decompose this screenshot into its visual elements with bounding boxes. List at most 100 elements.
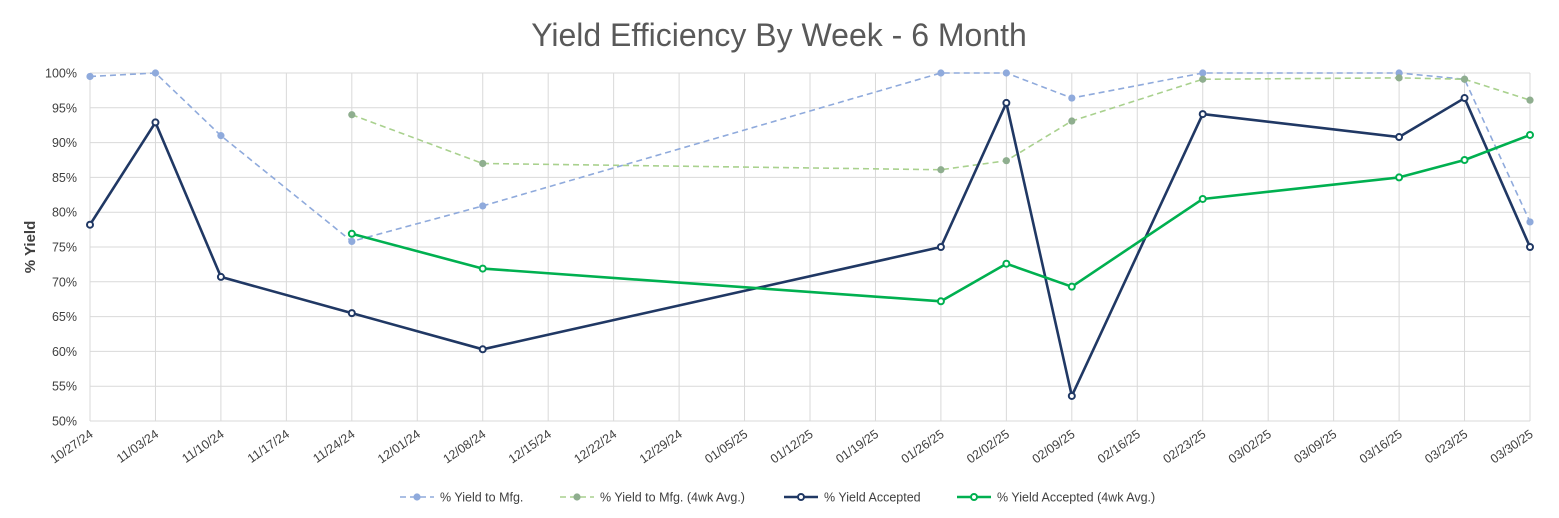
x-tick-label: 01/26/25 (899, 427, 947, 466)
data-point (1067, 391, 1076, 400)
data-point (217, 132, 225, 140)
data-point (1002, 69, 1010, 77)
x-tick-label: 11/03/24 (114, 427, 161, 466)
x-tick-label: 12/29/24 (637, 427, 685, 466)
data-point (348, 111, 356, 119)
data-point (1199, 75, 1207, 83)
y-axis-ticks: 50% 55% 60% 65% 70% 75% 80% 85% 90% 95% 100% (45, 67, 77, 429)
series-line (88, 96, 1532, 398)
series-line (89, 72, 1531, 243)
data-point (151, 118, 160, 127)
series-3 (86, 94, 1534, 400)
data-point (1198, 194, 1207, 203)
x-tick-label: 03/30/25 (1488, 427, 1536, 466)
x-tick-label: 02/16/25 (1095, 427, 1143, 466)
x-tick-label: 03/02/25 (1226, 427, 1274, 466)
y-tick-label: 55% (52, 380, 77, 394)
y-tick-label: 65% (52, 310, 77, 324)
data-point (937, 69, 945, 77)
data-point (1526, 130, 1534, 139)
y-tick-label: 70% (52, 275, 77, 289)
x-axis-ticks: 10/27/24 11/03/24 11/10/24 11/17/24 11/24/24… (48, 427, 1536, 466)
data-point (1395, 74, 1403, 82)
legend-item: % Yield Accepted (4wk Avg.) (957, 491, 1155, 505)
data-point (1526, 218, 1534, 226)
y-tick-label: 95% (52, 101, 77, 115)
y-axis-label: % Yield (22, 221, 39, 274)
x-tick-label: 11/10/24 (179, 427, 226, 466)
data-point (1395, 173, 1404, 182)
data-point (151, 69, 160, 77)
data-point (1199, 69, 1207, 77)
data-point (1460, 75, 1469, 83)
y-tick-label: 60% (52, 345, 77, 359)
data-point (1395, 133, 1404, 142)
data-point (347, 309, 356, 318)
data-point (347, 229, 356, 238)
data-point (937, 166, 945, 174)
series-1 (86, 69, 1534, 246)
legend-item: % Yield to Mfg. (4wk Avg.) (560, 491, 745, 505)
data-point (1002, 98, 1011, 107)
y-tick-label: 100% (45, 67, 77, 81)
chart-title: Yield Efficiency By Week - 6 Month (531, 17, 1027, 53)
y-tick-label: 75% (52, 241, 77, 255)
x-tick-label: 12/08/24 (441, 427, 489, 466)
x-tick-label: 02/23/25 (1161, 427, 1209, 466)
x-tick-label: 01/19/25 (833, 427, 881, 466)
data-point (936, 243, 945, 251)
data-point (1460, 94, 1469, 103)
y-tick-label: 90% (52, 136, 77, 150)
legend: % Yield to Mfg. % Yield to Mfg. (4wk Avg.… (400, 491, 1155, 505)
data-point (1526, 96, 1534, 104)
legend-swatch-marker (573, 493, 581, 501)
data-point (1460, 156, 1469, 164)
data-point (348, 237, 356, 246)
x-tick-label: 12/22/24 (571, 427, 619, 466)
legend-label: % Yield Accepted (824, 491, 921, 505)
series-layer (86, 69, 1534, 400)
data-point (1068, 117, 1076, 125)
legend-swatch-marker (797, 493, 805, 501)
x-tick-label: 03/09/25 (1291, 427, 1339, 466)
legend-item: % Yield to Mfg. (400, 491, 523, 505)
y-tick-label: 80% (52, 206, 77, 220)
x-tick-label: 12/01/24 (375, 427, 423, 466)
legend-label: % Yield to Mfg. (4wk Avg.) (600, 491, 745, 505)
data-point (86, 220, 94, 229)
x-tick-label: 01/12/25 (768, 427, 816, 466)
data-point (1068, 94, 1076, 102)
data-point (1526, 243, 1534, 251)
legend-swatch-marker (413, 493, 421, 501)
y-tick-label: 85% (52, 171, 77, 185)
legend-label: % Yield to Mfg. (440, 491, 523, 505)
legend-item: % Yield Accepted (784, 491, 921, 505)
grid (89, 72, 1531, 422)
data-point (1002, 157, 1010, 165)
x-tick-label: 10/27/24 (48, 427, 96, 466)
data-point (479, 159, 487, 168)
data-point (86, 72, 94, 81)
series-2 (348, 74, 1534, 174)
x-tick-label: 03/23/25 (1422, 427, 1470, 466)
y-tick-label: 50% (52, 415, 77, 429)
data-point (478, 264, 487, 273)
legend-swatch-marker (970, 493, 978, 501)
data-point (1198, 110, 1207, 119)
legend-label: % Yield Accepted (4wk Avg.) (997, 491, 1155, 505)
data-point (936, 297, 945, 306)
x-tick-label: 12/15/24 (506, 427, 554, 466)
data-point (1067, 282, 1076, 291)
x-tick-label: 01/05/25 (702, 427, 750, 466)
data-point (479, 202, 487, 210)
data-point (1002, 259, 1011, 268)
x-tick-label: 11/17/24 (245, 427, 292, 466)
x-tick-label: 02/02/25 (964, 427, 1012, 466)
data-point (478, 345, 487, 354)
x-tick-label: 02/09/25 (1030, 427, 1078, 466)
x-tick-label: 11/24/24 (310, 427, 357, 466)
data-point (216, 272, 225, 281)
x-tick-label: 03/16/25 (1357, 427, 1405, 466)
series-4 (347, 130, 1534, 306)
